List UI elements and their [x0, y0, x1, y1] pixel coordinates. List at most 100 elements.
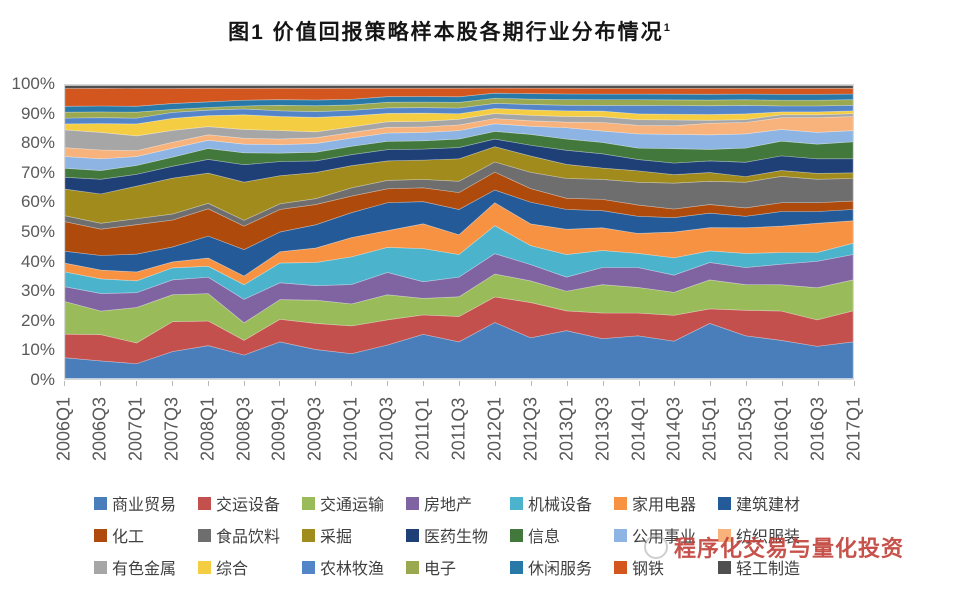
legend-item-电子: 电子 [406, 551, 510, 583]
x-tick-label: 2008Q1 [197, 396, 218, 462]
legend-swatch-icon [406, 496, 419, 510]
area-采掘 [65, 146, 853, 224]
x-tick-label: 2010Q1 [340, 396, 361, 462]
x-tick-label: 2016Q3 [807, 396, 828, 462]
legend-item-轻工制造: 轻工制造 [718, 551, 822, 583]
legend-item-采掘: 采掘 [302, 519, 406, 551]
area-化工 [65, 171, 853, 256]
x-tick [674, 381, 676, 386]
x-tick [135, 381, 137, 386]
legend-swatch-icon [94, 496, 107, 510]
x-tick [459, 381, 460, 386]
legend-swatch-icon [510, 528, 523, 542]
legend-label: 房地产 [424, 497, 473, 514]
x-tick-label: 2017Q1 [843, 396, 864, 462]
legend-label: 轻工制造 [736, 561, 801, 578]
x-tick [782, 381, 784, 386]
legend-item-化工: 化工 [94, 519, 198, 551]
legend-swatch-icon [718, 496, 731, 510]
legend-swatch-icon [302, 496, 315, 510]
x-tick [818, 381, 820, 386]
legend-swatch-icon [614, 528, 627, 542]
legend-item-建筑建材: 建筑建材 [718, 487, 822, 519]
legend-label: 休闲服务 [528, 561, 593, 578]
legend-item-综合: 综合 [198, 551, 302, 583]
x-tick [315, 381, 317, 386]
watermark-logo-icon [644, 535, 668, 559]
legend-label: 商业贸易 [112, 497, 177, 514]
x-tick [710, 381, 712, 386]
legend-label: 采掘 [320, 529, 353, 546]
y-tick-label: 40% [20, 251, 55, 271]
legend-swatch-icon [302, 528, 315, 542]
chart-legend: 商业贸易 交运设备 交通运输 房地产 机械设备 家用电器 建筑建材 化工 食品饮料 采掘 医药生物 信… [94, 487, 854, 583]
area-交运设备 [65, 296, 853, 365]
x-tick [530, 381, 532, 386]
x-tick [638, 381, 640, 386]
x-tick-label: 2007Q1 [125, 396, 146, 462]
x-tick-label: 2009Q3 [304, 396, 325, 462]
y-axis: 100% 90% 80% 70% 60% 50% 40% 30% 20% 10% 0% [0, 74, 57, 389]
legend-item-农林牧渔: 农林牧渔 [302, 551, 406, 583]
x-tick [494, 381, 496, 386]
x-tick [854, 381, 855, 386]
legend-item-信息: 信息 [510, 519, 614, 551]
figure-title-text: 图1 价值回报策略样本股各期行业分布情况 [228, 21, 664, 44]
y-tick-label: 50% [20, 222, 55, 241]
x-tick-label: 2008Q3 [233, 396, 254, 462]
x-tick [279, 381, 281, 386]
y-tick-label: 80% [20, 133, 55, 153]
x-tick [566, 381, 568, 386]
area-轻工制造 [65, 85, 853, 89]
legend-label: 机械设备 [528, 497, 593, 514]
legend-swatch-icon [718, 528, 731, 542]
legend-item-食品饮料: 食品饮料 [198, 519, 302, 551]
legend-label: 信息 [528, 529, 561, 546]
legend-item-交运设备: 交运设备 [198, 487, 302, 519]
y-tick-label: 20% [20, 310, 55, 330]
area-商业贸易 [65, 322, 853, 379]
legend-swatch-icon [406, 560, 419, 574]
y-tick-label: 90% [20, 103, 55, 123]
legend-item-纺织服装: 纺织服装 [718, 519, 822, 551]
legend-label: 化工 [112, 529, 145, 546]
legend-label: 交运设备 [216, 497, 281, 514]
legend-swatch-icon [510, 560, 523, 574]
watermark: 程序化交易与量化投资 [644, 531, 904, 563]
x-tick [243, 381, 245, 386]
legend-swatch-icon [198, 560, 211, 574]
y-tick-label: 100% [11, 74, 55, 93]
x-tick-label: 2006Q1 [53, 396, 74, 462]
x-tick-label: 2012Q1 [484, 396, 505, 462]
legend-swatch-icon [94, 528, 107, 542]
y-tick-label: 30% [20, 281, 55, 301]
legend-swatch-icon [406, 528, 419, 542]
legend-swatch-icon [198, 528, 211, 542]
legend-item-房地产: 房地产 [406, 487, 510, 519]
legend-label: 综合 [216, 561, 249, 578]
y-tick-label: 0% [30, 370, 55, 389]
plot-area [64, 84, 854, 380]
figure-title: 图1 价值回报策略样本股各期行业分布情况1 [0, 16, 900, 46]
legend-item-交通运输: 交通运输 [302, 487, 406, 519]
legend-item-钢铁: 钢铁 [614, 551, 718, 583]
x-tick-label: 2006Q3 [89, 396, 110, 462]
x-tick-label: 2012Q3 [520, 396, 541, 462]
legend-swatch-icon [94, 560, 107, 574]
x-tick-label: 2016Q1 [771, 396, 792, 462]
legend-row: 有色金属 综合 农林牧渔 电子 休闲服务 钢铁 轻工制造 [94, 551, 854, 583]
legend-swatch-icon [614, 560, 627, 574]
x-tick-label: 2013Q1 [556, 396, 577, 462]
legend-label: 纺织服装 [736, 529, 801, 546]
legend-label: 医药生物 [424, 529, 489, 546]
legend-swatch-icon [302, 560, 315, 574]
x-tick-label: 2011Q1 [412, 397, 433, 461]
legend-label: 钢铁 [632, 561, 665, 578]
legend-label: 有色金属 [112, 561, 177, 578]
legend-swatch-icon [510, 496, 523, 510]
x-tick-label: 2014Q3 [663, 396, 684, 462]
legend-label: 交通运输 [320, 497, 385, 514]
legend-label: 农林牧渔 [320, 561, 385, 578]
x-tick-label: 2010Q3 [376, 396, 397, 462]
